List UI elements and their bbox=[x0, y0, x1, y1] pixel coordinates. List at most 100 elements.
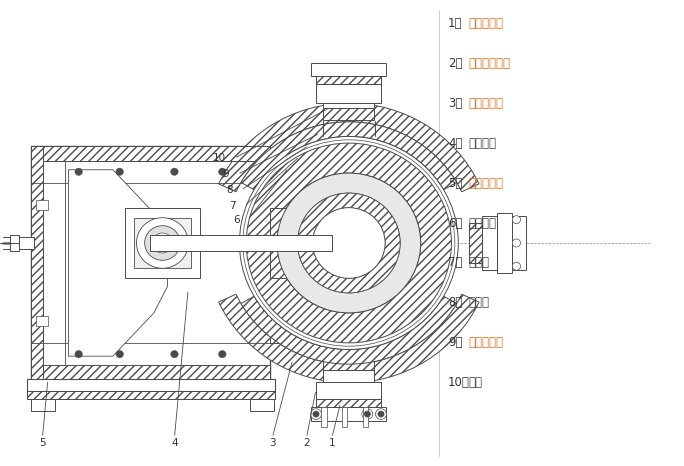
Circle shape bbox=[298, 193, 400, 293]
Bar bbox=[250, 399, 274, 411]
Circle shape bbox=[311, 409, 321, 419]
Text: 渣浆泵托架: 渣浆泵托架 bbox=[469, 177, 503, 190]
Circle shape bbox=[116, 350, 124, 358]
Bar bbox=[282, 193, 293, 333]
Text: 8、: 8、 bbox=[448, 296, 462, 309]
Text: 渣浆泵后护板: 渣浆泵后护板 bbox=[469, 57, 510, 70]
Text: 4、: 4、 bbox=[448, 137, 462, 150]
Text: 付叶轮: 付叶轮 bbox=[469, 296, 490, 309]
Bar bbox=[31, 399, 55, 411]
Wedge shape bbox=[298, 193, 400, 293]
Circle shape bbox=[171, 168, 179, 175]
Bar bbox=[317, 226, 329, 260]
Circle shape bbox=[171, 350, 179, 358]
Bar bbox=[323, 108, 374, 120]
Bar bbox=[36, 315, 48, 326]
Text: 石家庄
渣浆泵: 石家庄 渣浆泵 bbox=[127, 255, 174, 304]
Text: 轴承组件: 轴承组件 bbox=[469, 137, 497, 150]
Circle shape bbox=[362, 409, 373, 419]
Text: 1、: 1、 bbox=[448, 17, 462, 30]
Text: 7、: 7、 bbox=[448, 256, 462, 269]
Bar bbox=[125, 208, 200, 278]
Bar bbox=[512, 216, 526, 270]
Circle shape bbox=[219, 168, 226, 175]
Circle shape bbox=[313, 208, 385, 278]
Bar bbox=[150, 235, 332, 251]
Wedge shape bbox=[241, 296, 457, 364]
Bar bbox=[347, 198, 360, 288]
Bar bbox=[332, 202, 347, 284]
Text: 渣浆泵泵体: 渣浆泵泵体 bbox=[469, 96, 503, 110]
Circle shape bbox=[219, 350, 226, 358]
Circle shape bbox=[116, 168, 124, 175]
Bar bbox=[323, 358, 374, 370]
Bar bbox=[317, 243, 339, 251]
Circle shape bbox=[378, 411, 384, 417]
Wedge shape bbox=[332, 200, 421, 286]
Text: 8: 8 bbox=[226, 185, 233, 195]
Bar bbox=[323, 103, 374, 108]
Bar bbox=[497, 213, 512, 273]
Circle shape bbox=[376, 409, 386, 419]
Wedge shape bbox=[219, 294, 479, 383]
Bar bbox=[316, 84, 381, 103]
Bar bbox=[329, 223, 339, 263]
Text: 减压盖: 减压盖 bbox=[469, 256, 490, 269]
Circle shape bbox=[239, 137, 458, 350]
Text: 渣浆泵护套: 渣浆泵护套 bbox=[469, 17, 503, 30]
Bar bbox=[360, 193, 377, 293]
Text: 密封组件: 密封组件 bbox=[469, 217, 497, 230]
Bar bbox=[316, 76, 381, 84]
Circle shape bbox=[512, 262, 521, 270]
Circle shape bbox=[512, 239, 521, 247]
Bar bbox=[317, 227, 339, 235]
Wedge shape bbox=[219, 103, 479, 192]
Bar bbox=[306, 224, 319, 261]
Bar bbox=[10, 235, 19, 251]
Bar bbox=[27, 379, 275, 391]
Bar bbox=[316, 382, 381, 399]
Circle shape bbox=[75, 168, 82, 175]
Bar bbox=[319, 206, 332, 280]
Bar bbox=[317, 251, 339, 259]
Bar bbox=[482, 216, 497, 270]
Bar bbox=[323, 370, 374, 382]
Bar bbox=[134, 218, 192, 268]
Bar bbox=[321, 407, 327, 427]
Text: 3、: 3、 bbox=[448, 96, 462, 110]
Text: 6: 6 bbox=[233, 215, 239, 225]
Text: 5、: 5、 bbox=[448, 177, 462, 190]
Circle shape bbox=[512, 216, 521, 224]
Text: 9: 9 bbox=[222, 170, 229, 179]
Circle shape bbox=[153, 233, 173, 253]
Circle shape bbox=[137, 218, 189, 268]
Bar bbox=[31, 146, 43, 379]
Text: 6、: 6、 bbox=[448, 217, 462, 230]
Polygon shape bbox=[68, 170, 168, 356]
Bar bbox=[311, 62, 386, 76]
Text: 10、: 10、 bbox=[448, 376, 470, 389]
Bar bbox=[342, 407, 347, 427]
Bar bbox=[302, 219, 317, 266]
Bar bbox=[270, 208, 289, 278]
Bar bbox=[293, 222, 306, 264]
Bar bbox=[19, 237, 34, 249]
Circle shape bbox=[277, 173, 421, 313]
Bar bbox=[363, 407, 368, 427]
Bar bbox=[311, 407, 386, 421]
Text: 5: 5 bbox=[39, 438, 46, 448]
Bar bbox=[31, 365, 270, 379]
Bar bbox=[31, 146, 270, 379]
Wedge shape bbox=[241, 122, 457, 190]
Text: 9、: 9、 bbox=[448, 336, 462, 350]
Text: 10: 10 bbox=[213, 153, 226, 164]
Bar bbox=[469, 223, 482, 263]
Circle shape bbox=[313, 411, 319, 417]
Circle shape bbox=[365, 411, 371, 417]
Text: 2、: 2、 bbox=[448, 57, 462, 70]
Bar bbox=[316, 399, 381, 407]
Text: 3: 3 bbox=[269, 438, 276, 448]
Bar bbox=[36, 200, 48, 210]
Bar bbox=[317, 235, 339, 243]
Circle shape bbox=[145, 226, 181, 260]
